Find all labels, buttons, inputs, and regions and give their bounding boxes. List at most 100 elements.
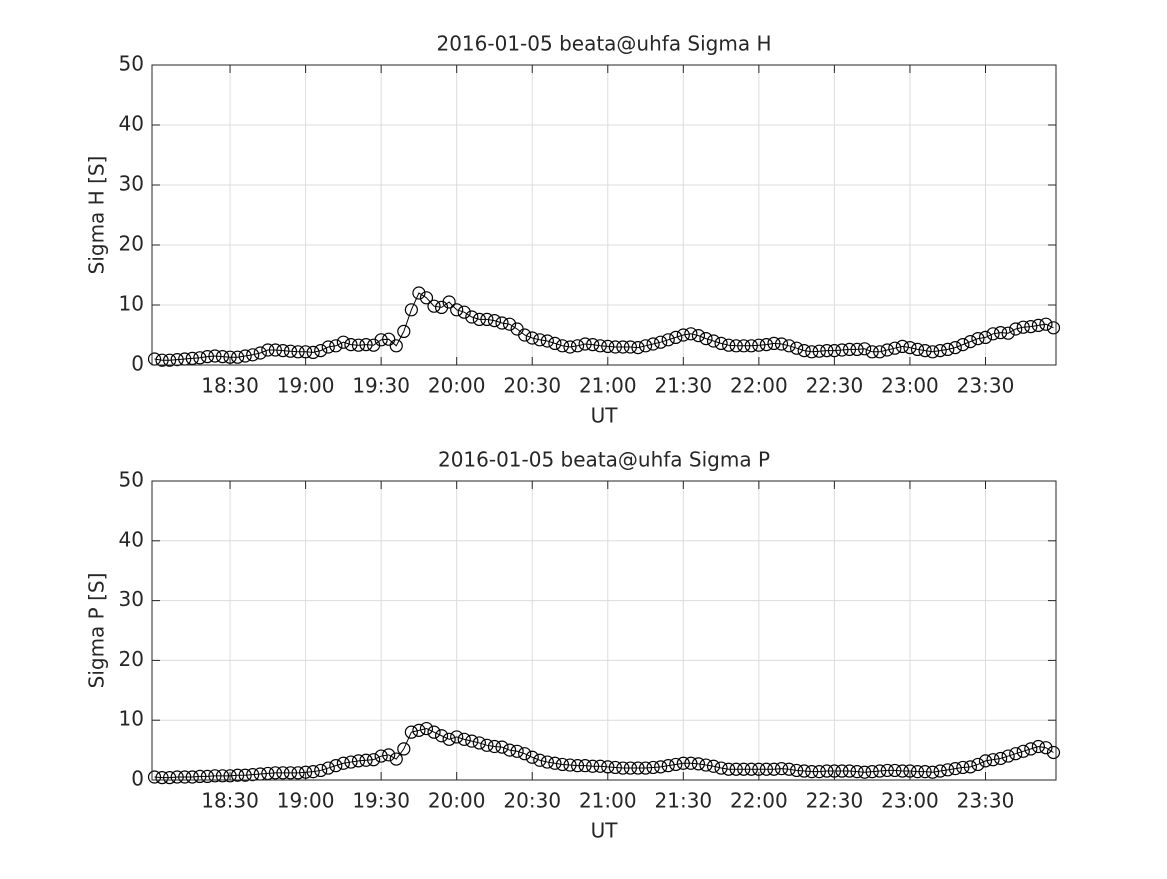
data-point xyxy=(570,339,585,353)
data-point xyxy=(291,345,305,359)
data-point xyxy=(518,747,532,761)
data-point xyxy=(442,732,456,746)
x-tick-label: 22:30 xyxy=(806,374,864,398)
data-point xyxy=(880,343,894,357)
data-point xyxy=(948,341,962,355)
data-point xyxy=(344,338,358,352)
data-point xyxy=(427,725,441,739)
data-point xyxy=(419,291,434,305)
data-point xyxy=(351,338,366,352)
data-point xyxy=(608,340,622,354)
data-point xyxy=(782,762,796,776)
x-tick-label: 19:00 xyxy=(277,374,335,398)
data-point xyxy=(397,742,411,756)
x-tick-label: 22:00 xyxy=(730,374,788,398)
y-tick-label: 20 xyxy=(119,647,144,671)
data-point xyxy=(246,348,260,362)
data-point xyxy=(873,345,887,359)
data-point xyxy=(1046,321,1061,335)
data-point xyxy=(790,763,804,778)
data-point xyxy=(858,765,872,779)
data-point xyxy=(419,721,434,736)
data-point xyxy=(601,760,615,774)
data-point xyxy=(994,326,1008,340)
data-point xyxy=(238,349,252,363)
data-point xyxy=(261,343,275,357)
x-tick-label: 19:30 xyxy=(352,374,410,398)
data-point xyxy=(910,765,925,779)
data-point xyxy=(540,334,554,348)
data-point xyxy=(963,335,977,349)
data-point xyxy=(283,766,298,780)
data-point xyxy=(948,762,962,776)
data-point xyxy=(193,769,207,784)
data-point xyxy=(812,344,826,358)
data-point xyxy=(578,337,592,351)
data-point xyxy=(351,754,366,768)
chart-title: 2016-01-05 beata@uhfa Sigma P xyxy=(438,448,770,472)
y-tick-label: 40 xyxy=(119,527,144,551)
data-point xyxy=(986,753,1000,767)
data-point xyxy=(1001,326,1015,340)
x-tick-label: 18:30 xyxy=(201,789,259,813)
data-point xyxy=(646,337,660,351)
data-point xyxy=(759,338,774,352)
data-point xyxy=(268,766,282,780)
data-point xyxy=(827,764,842,778)
data-point xyxy=(661,759,675,773)
data-point xyxy=(971,332,985,346)
data-point xyxy=(918,765,932,779)
data-point xyxy=(623,340,638,354)
data-point xyxy=(714,336,728,350)
data-point xyxy=(676,756,690,770)
data-point xyxy=(638,761,653,775)
data-point xyxy=(593,339,607,353)
data-point xyxy=(994,751,1008,766)
data-point xyxy=(888,763,902,778)
data-point xyxy=(540,755,554,769)
data-point xyxy=(933,344,947,358)
data-point xyxy=(525,750,539,764)
y-tick-label: 10 xyxy=(119,707,144,731)
data-point xyxy=(1039,741,1053,755)
data-point xyxy=(654,335,668,349)
x-tick-label: 20:30 xyxy=(503,374,561,398)
axes-box xyxy=(151,480,1057,781)
data-point xyxy=(502,317,517,331)
data-point xyxy=(1031,318,1045,332)
data-point xyxy=(601,339,615,353)
data-point xyxy=(533,333,547,347)
data-point xyxy=(253,346,267,360)
data-point xyxy=(548,756,562,770)
data-point xyxy=(805,765,819,779)
data-point xyxy=(744,762,758,776)
data-point xyxy=(306,765,320,779)
data-point xyxy=(382,748,396,762)
data-point xyxy=(382,332,396,346)
data-point xyxy=(510,744,524,758)
data-point xyxy=(880,763,894,778)
data-point xyxy=(638,339,653,353)
data-point xyxy=(208,349,222,363)
data-point xyxy=(321,761,335,775)
plot-area xyxy=(152,65,1056,365)
data-point xyxy=(487,314,502,328)
data-point xyxy=(933,764,947,778)
data-point xyxy=(231,768,245,782)
data-point xyxy=(865,345,879,359)
data-point xyxy=(926,345,940,359)
y-tick-label: 0 xyxy=(131,767,144,791)
data-point xyxy=(374,333,388,347)
data-point xyxy=(185,351,199,365)
x-tick-label: 21:00 xyxy=(579,789,637,813)
data-point xyxy=(397,324,411,338)
data-point xyxy=(1031,739,1045,754)
data-point xyxy=(238,768,252,782)
data-point xyxy=(299,345,313,359)
data-point xyxy=(729,762,743,776)
data-point xyxy=(616,340,630,354)
data-point xyxy=(608,760,622,775)
data-point xyxy=(903,341,917,355)
data-point xyxy=(457,732,471,746)
y-tick-label: 30 xyxy=(119,587,144,611)
